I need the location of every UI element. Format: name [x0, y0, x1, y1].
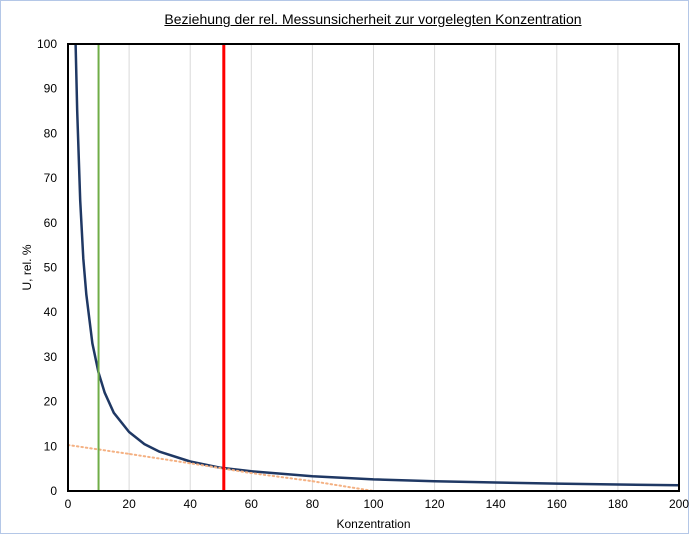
y-tick-label-80: 80	[44, 126, 58, 140]
curve-point-14	[250, 470, 253, 473]
curve-point-20	[617, 483, 619, 486]
curve-point-1	[76, 110, 79, 112]
y-tick-labels: 0 10 20 30 40 50 60 70 80 90 100	[37, 37, 57, 498]
curve-point-2	[79, 199, 82, 202]
y-tick-label-30: 30	[44, 350, 58, 364]
x-tick-label-160: 160	[547, 497, 567, 511]
y-tick-label-70: 70	[44, 171, 58, 185]
trend-point-4	[311, 480, 314, 483]
curve-point-4	[85, 293, 88, 296]
y-tick-label-0: 0	[50, 484, 57, 498]
curve-point-11	[158, 450, 161, 453]
curve-point-8	[112, 411, 115, 414]
chart-title: Beziehung der rel. Messunsicherheit zur …	[164, 11, 582, 27]
y-axis-label: U, rel. %	[20, 244, 34, 290]
y-tick-label-50: 50	[44, 261, 58, 275]
x-tick-label-120: 120	[425, 497, 445, 511]
trend-point-3	[250, 472, 253, 475]
curve-point-17	[433, 480, 436, 483]
x-tick-label-180: 180	[608, 497, 628, 511]
trend-point-1	[128, 452, 130, 455]
curve-point-3	[82, 257, 85, 260]
y-tick-label-10: 10	[44, 439, 58, 453]
curve-point-19	[555, 482, 558, 485]
curve-point-15	[311, 475, 314, 478]
x-tick-label-200: 200	[669, 497, 689, 511]
trend-line	[67, 444, 375, 492]
y-tick-label-100: 100	[37, 37, 57, 51]
curve-point-7	[103, 391, 106, 394]
grid	[67, 44, 680, 491]
curve-point-18	[494, 481, 497, 484]
x-tick-label-140: 140	[486, 497, 506, 511]
x-tick-label-40: 40	[184, 497, 198, 511]
trend-point-2	[189, 462, 192, 465]
y-tick-label-20: 20	[44, 395, 58, 409]
x-tick-label-80: 80	[306, 497, 320, 511]
plot-area-border	[67, 43, 680, 492]
curve-point-9	[128, 431, 130, 433]
curve-point-12	[189, 460, 192, 463]
curve-point-5	[91, 342, 94, 345]
x-tick-label-20: 20	[122, 497, 136, 511]
x-axis-label: Konzentration	[336, 517, 410, 531]
marker-lines	[97, 44, 226, 491]
y-tick-label-90: 90	[44, 82, 58, 96]
curve-point-10	[143, 443, 146, 445]
x-tick-label-60: 60	[245, 497, 259, 511]
curve-point-16	[372, 478, 375, 481]
x-tick-label-0: 0	[65, 497, 72, 511]
x-tick-labels: 0 20 40 60 80 100 120 140 160 180 200	[65, 497, 689, 511]
y-tick-label-40: 40	[44, 305, 58, 319]
uncertainty-curve	[74, 43, 680, 487]
x-tick-label-100: 100	[363, 497, 383, 511]
y-tick-label-60: 60	[44, 216, 58, 230]
